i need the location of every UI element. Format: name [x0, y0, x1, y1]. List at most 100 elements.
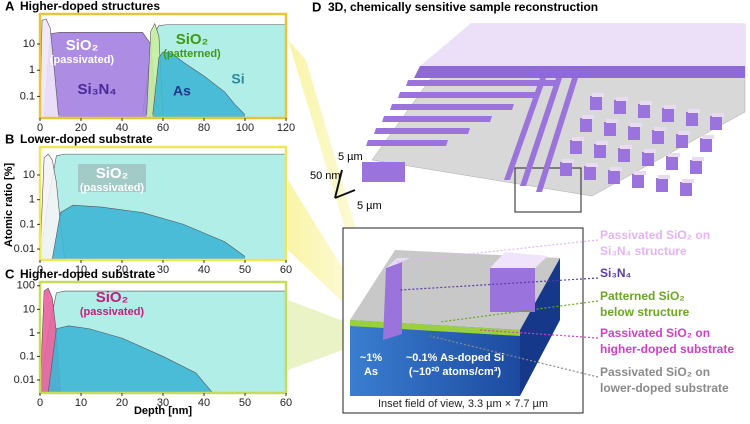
x-tick-label: 40 — [198, 397, 210, 409]
block — [584, 166, 596, 180]
area-fill — [40, 19, 59, 118]
block — [608, 170, 620, 184]
label-box — [78, 164, 146, 192]
inset-block — [490, 268, 535, 312]
x-tick-label: 60 — [280, 397, 292, 409]
y-tick-label: 0.01 — [14, 243, 35, 255]
x-tick-label: 60 — [280, 264, 292, 276]
y-axis-label: Atomic ratio [%] — [3, 162, 15, 247]
plot-area — [40, 153, 286, 260]
finger — [520, 78, 562, 186]
panel-title: Higher-doped substrate — [20, 267, 156, 281]
legend-text: higher-doped substrate — [600, 342, 734, 356]
series-label: SiO₂ — [176, 31, 209, 48]
block — [700, 138, 712, 152]
block-top — [562, 159, 574, 163]
inset-ridge — [383, 262, 402, 340]
series-label: SiO₂ — [96, 165, 129, 182]
block-top — [634, 171, 646, 175]
block — [656, 178, 668, 192]
y-tick-label: 0.1 — [20, 350, 35, 362]
block — [618, 148, 630, 162]
block-top — [586, 163, 598, 167]
plot-area — [40, 18, 286, 118]
block-top — [630, 123, 642, 127]
x-tick-label: 20 — [116, 397, 128, 409]
block-top — [644, 149, 656, 153]
scale-bar — [334, 189, 356, 199]
inset-side — [520, 258, 560, 396]
block — [570, 140, 582, 154]
block — [560, 162, 572, 176]
area-line — [40, 18, 59, 115]
series-label: SiO₂ — [66, 37, 99, 54]
plot-area — [40, 287, 286, 393]
series-annotation: (passivated) — [80, 182, 145, 194]
y-tick-label: 100 — [17, 280, 35, 292]
scale-label: 50 nm — [310, 170, 341, 182]
block — [604, 122, 616, 136]
x-tick-label: 80 — [198, 122, 210, 134]
series-label: Si — [231, 71, 244, 87]
panel-title: Higher-doped structures — [20, 0, 160, 13]
x-tick-label: 30 — [157, 264, 169, 276]
finger — [536, 78, 578, 192]
block — [680, 182, 692, 196]
legend-text: Passivated SiO₂ on — [600, 228, 710, 242]
series-annotation: (passivated) — [80, 306, 145, 318]
block — [594, 144, 606, 158]
scale-label: 5 µm — [338, 151, 363, 163]
block-top — [592, 93, 604, 97]
y-tick-label: 10 — [23, 303, 35, 315]
x-tick-label: 0 — [37, 122, 43, 134]
block-top — [692, 157, 704, 161]
panel-letter: D — [312, 0, 321, 14]
x-tick-label: 30 — [157, 397, 169, 409]
y-tick-label: 10 — [23, 169, 35, 181]
block — [676, 134, 688, 148]
series-label: As — [173, 83, 191, 99]
x-tick-label: 40 — [116, 122, 128, 134]
bar-structure — [390, 104, 514, 110]
legend-text: Si₃N₄ structure — [600, 244, 687, 258]
series-label: Si₃N₄ — [77, 81, 116, 98]
x-tick-label: 10 — [75, 397, 87, 409]
y-tick-label: 1 — [29, 64, 35, 76]
legend-text: Passivated SiO₂ on — [600, 326, 710, 340]
panel-title: 3D, chemically sensitive sample reconstr… — [328, 0, 598, 14]
block — [662, 108, 674, 122]
block — [632, 174, 644, 188]
scale-bar — [334, 169, 343, 199]
series-annotation: (patterned) — [163, 48, 221, 60]
area-line — [47, 325, 213, 393]
block-top — [712, 113, 724, 117]
area-fill — [152, 51, 245, 118]
block — [642, 152, 654, 166]
block-top — [620, 145, 632, 149]
block-top — [654, 127, 666, 131]
block-top — [702, 135, 714, 139]
series-annotation: (passivated) — [50, 54, 115, 66]
x-tick-label: 10 — [75, 264, 87, 276]
y-tick-label: 0.1 — [20, 90, 35, 102]
panel-letter: A — [5, 0, 15, 13]
panel-letter: C — [5, 266, 15, 281]
y-tick-label: 1 — [29, 194, 35, 206]
block-top — [616, 97, 628, 101]
block-top — [606, 119, 618, 123]
leader-line — [399, 277, 599, 291]
block-top — [658, 175, 670, 179]
block-top — [610, 167, 622, 171]
bar-structure — [398, 92, 536, 98]
area-fill — [48, 325, 213, 393]
block-top — [664, 105, 676, 109]
bar-structure — [374, 128, 470, 134]
x-tick-label: 20 — [116, 264, 128, 276]
block — [614, 100, 626, 114]
panel-title: Lower-doped substrate — [20, 132, 153, 146]
inset-caption: Inset field of view, 3.3 µm × 7.7 µm — [378, 398, 548, 410]
block — [638, 104, 650, 118]
legend-text: Patterned SiO₂ — [600, 289, 685, 303]
bar-structure — [382, 116, 492, 122]
